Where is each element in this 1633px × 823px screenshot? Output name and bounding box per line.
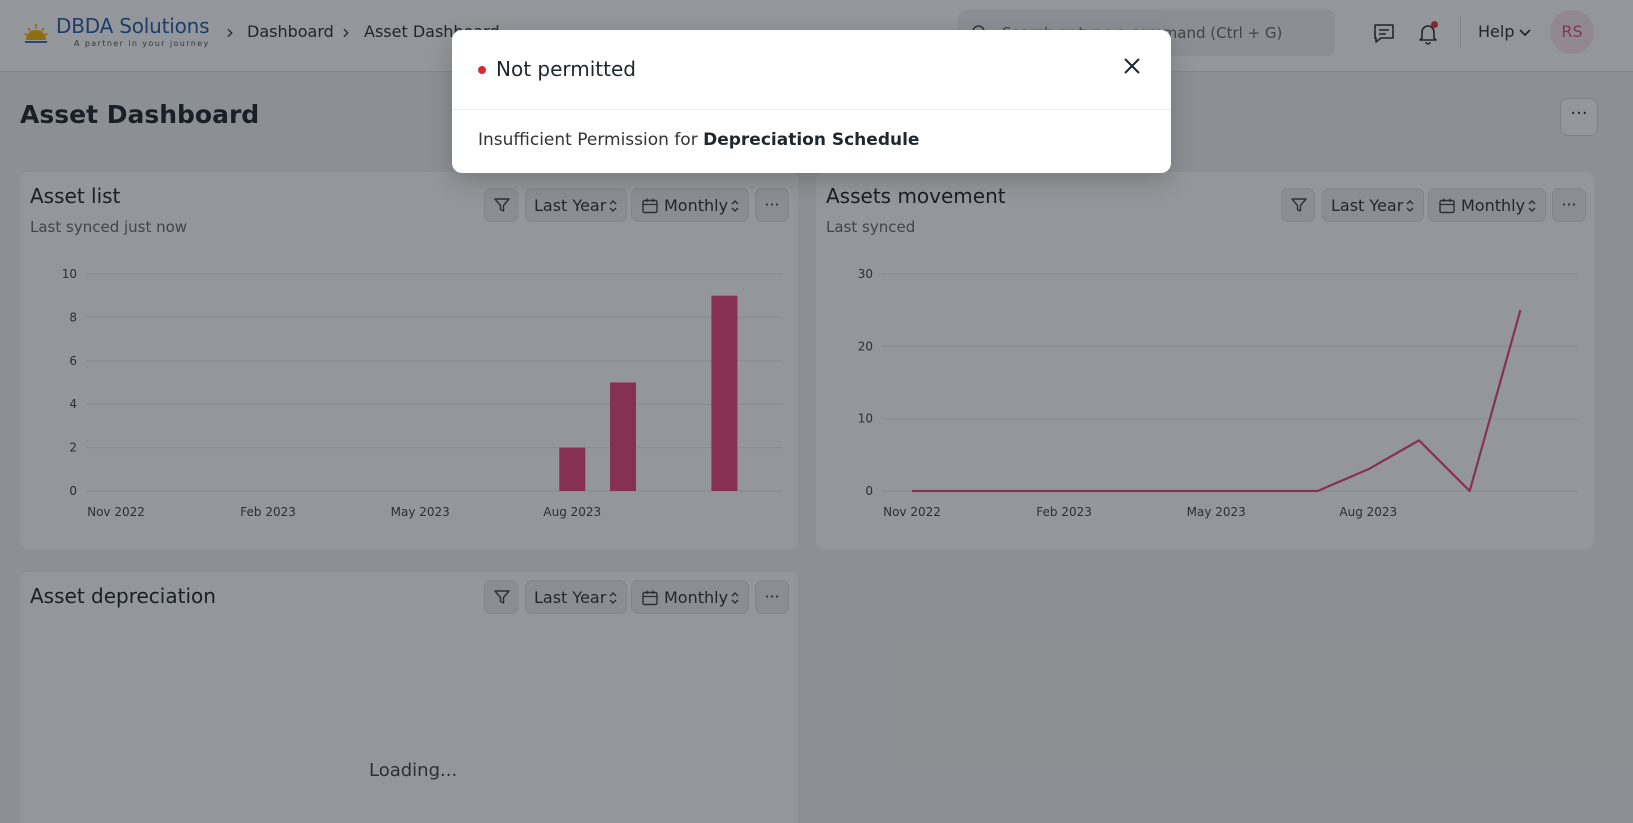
select-arrows-icon <box>609 200 617 212</box>
y-tick-label: 10 <box>858 412 873 426</box>
select-arrows-icon <box>731 592 739 604</box>
filter-icon <box>1291 198 1307 212</box>
dialog-message: Insufficient Permission for Depreciation… <box>478 130 919 150</box>
x-tick-label: May 2023 <box>1187 505 1246 519</box>
user-avatar[interactable]: RS <box>1550 10 1594 54</box>
select-arrows-icon <box>1528 200 1536 212</box>
x-tick-label: May 2023 <box>391 505 450 519</box>
card-menu-label: ··· <box>764 587 780 606</box>
interval-select[interactable]: Monthly <box>631 580 749 614</box>
card-menu-button[interactable]: ··· <box>755 188 789 222</box>
card-sync-status: Last synced <box>826 218 916 236</box>
close-icon[interactable] <box>1120 54 1144 78</box>
card-menu-label: ··· <box>764 195 780 214</box>
select-arrows-icon <box>1406 200 1414 212</box>
x-tick-label: Nov 2022 <box>87 505 145 519</box>
timespan-select[interactable]: Last Year <box>525 580 627 614</box>
breadcrumb-separator-icon: › <box>226 20 234 44</box>
asset-depreciation-card: Asset depreciation Last Year Monthly ···… <box>20 572 798 823</box>
y-tick-label: 0 <box>865 484 873 498</box>
brand-logo[interactable]: DBDA Solutions A partner in your journey <box>20 12 212 52</box>
y-tick-label: 4 <box>69 397 77 411</box>
y-tick-label: 8 <box>69 310 77 324</box>
filter-button[interactable] <box>484 580 518 614</box>
interval-select[interactable]: Monthly <box>631 188 749 222</box>
asset-list-chart: 0 2 4 6 8 10 Nov 2022 Feb 2023 May 2023 Aug 2023 <box>62 267 782 519</box>
bar <box>559 447 586 491</box>
navbar-divider <box>1460 16 1461 48</box>
page-menu-button[interactable]: ··· <box>1560 98 1598 136</box>
timespan-select[interactable]: Last Year <box>525 188 627 222</box>
card-title: Assets movement <box>826 184 1006 208</box>
bell-icon[interactable] <box>1415 20 1441 46</box>
filter-button[interactable] <box>484 188 518 222</box>
dialog-divider <box>452 109 1171 110</box>
series-line <box>912 309 1522 493</box>
error-status-dot <box>478 66 486 74</box>
card-sync-status: Last synced just now <box>30 218 188 236</box>
select-arrows-icon <box>731 200 739 212</box>
timespan-value: Last Year <box>1331 196 1404 215</box>
calendar-icon <box>642 590 658 606</box>
help-menu[interactable]: Help <box>1478 22 1515 41</box>
breadcrumb-dashboard[interactable]: Dashboard <box>247 22 334 41</box>
calendar-icon <box>1439 198 1455 214</box>
chevron-down-icon[interactable] <box>1518 26 1532 40</box>
x-tick-label: Feb 2023 <box>240 505 296 519</box>
card-menu-button[interactable]: ··· <box>755 580 789 614</box>
interval-select[interactable]: Monthly <box>1428 188 1546 222</box>
timespan-select[interactable]: Last Year <box>1322 188 1424 222</box>
x-tick-label: Aug 2023 <box>1339 505 1397 519</box>
loading-text: Loading... <box>369 760 458 781</box>
card-title: Asset list <box>30 184 121 208</box>
filter-icon <box>494 590 510 604</box>
card-title: Asset depreciation <box>30 584 216 608</box>
filter-icon <box>494 198 510 212</box>
y-tick-label: 30 <box>858 267 873 281</box>
y-tick-label: 0 <box>69 484 77 498</box>
interval-value: Monthly <box>664 196 729 215</box>
dialog-message-doctype: Depreciation Schedule <box>703 130 920 150</box>
select-arrows-icon <box>609 592 617 604</box>
x-tick-label: Nov 2022 <box>883 505 941 519</box>
timespan-value: Last Year <box>534 588 607 607</box>
y-tick-label: 2 <box>69 441 77 455</box>
bar <box>711 295 738 491</box>
interval-value: Monthly <box>664 588 729 607</box>
y-tick-label: 10 <box>62 267 77 281</box>
calendar-icon <box>642 198 658 214</box>
x-tick-label: Feb 2023 <box>1036 505 1092 519</box>
x-tick-label: Aug 2023 <box>543 505 601 519</box>
dialog-title: Not permitted <box>496 57 636 81</box>
card-menu-label: ··· <box>1561 195 1577 214</box>
interval-value: Monthly <box>1461 196 1526 215</box>
sun-logo-icon <box>24 24 48 43</box>
bar <box>610 382 636 491</box>
timespan-value: Last Year <box>534 196 607 215</box>
y-tick-label: 6 <box>69 354 77 368</box>
dialog-message-text: Insufficient Permission for <box>478 130 698 150</box>
brand-name: DBDA Solutions <box>56 14 210 38</box>
card-menu-button[interactable]: ··· <box>1552 188 1586 222</box>
assets-movement-card: Assets movement Last synced Last Year Mo… <box>816 172 1594 549</box>
asset-list-card: Asset list Last synced just now Last Yea… <box>20 172 798 549</box>
page-title: Asset Dashboard <box>20 100 260 129</box>
brand-tagline: A partner in your journey <box>74 39 210 48</box>
filter-button[interactable] <box>1281 188 1315 222</box>
chat-icon[interactable] <box>1371 20 1397 46</box>
notification-dot <box>1431 21 1438 28</box>
breadcrumb-separator-icon: › <box>342 20 350 44</box>
y-tick-label: 20 <box>858 339 873 353</box>
permission-dialog: Not permitted Insufficient Permission fo… <box>452 30 1171 173</box>
assets-movement-chart: 0 10 20 30 Nov 2022 Feb 2023 May 2023 Aug 2023 <box>858 267 1578 519</box>
